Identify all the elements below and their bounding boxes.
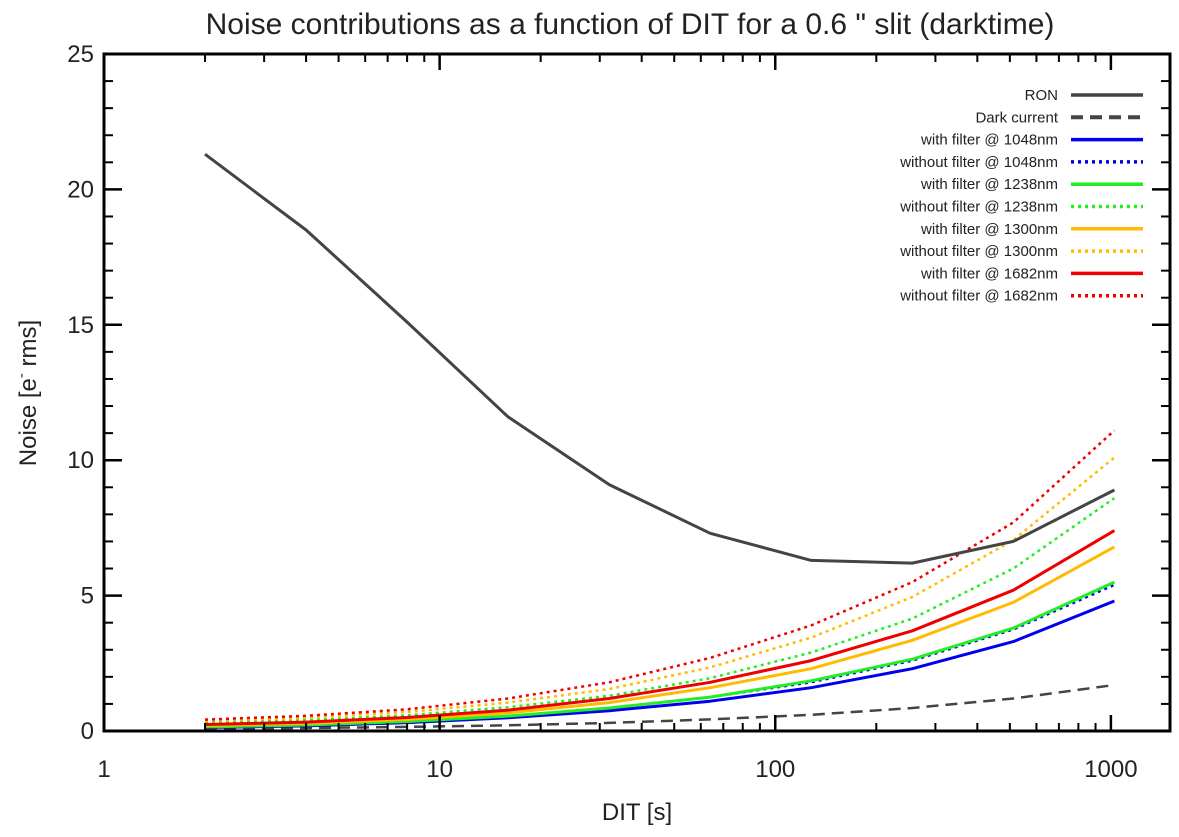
legend-label: Dark current [975, 109, 1058, 126]
legend-label: without filter @ 1238nm [899, 199, 1058, 216]
series-line [204, 429, 1116, 721]
legend-label: with filter @ 1238nm [920, 176, 1058, 193]
x-tick-label: 1 [97, 756, 110, 783]
y-tick-label: 20 [67, 176, 94, 203]
series-line [204, 497, 1116, 725]
y-tick-label: 10 [67, 447, 94, 474]
series-line [204, 545, 1116, 728]
series-layer [204, 152, 1116, 731]
x-tick-label: 1000 [1084, 756, 1137, 783]
y-axis-label-sup: - [13, 373, 30, 378]
y-tick-label: 15 [67, 312, 94, 339]
x-tick-label: 10 [426, 756, 453, 783]
y-tick-label: 0 [81, 718, 94, 745]
series-line [204, 456, 1116, 722]
legend-label: without filter @ 1048nm [899, 154, 1058, 171]
plot-frame [102, 52, 1172, 733]
series-line [204, 599, 1115, 729]
legend-label: with filter @ 1300nm [920, 221, 1058, 238]
series-line [204, 529, 1116, 726]
legend-label: with filter @ 1682nm [920, 265, 1058, 282]
x-axis-label: DIT [s] [602, 799, 672, 826]
legend-label: without filter @ 1300nm [899, 243, 1058, 260]
legend: RON Dark current with filter @ 1048nm witho… [899, 87, 1143, 305]
axis-ticks: 1 10 100 1000 0 5 10 15 20 25 [67, 41, 1170, 783]
y-axis-label-main: Noise [e [15, 378, 42, 466]
legend-label: RON [1025, 87, 1058, 104]
chart-title: Noise contributions as a function of DIT… [206, 8, 1055, 41]
y-axis-label-tail: rms] [15, 320, 42, 373]
y-tick-label: 25 [67, 41, 94, 68]
legend-label: without filter @ 1682nm [899, 288, 1058, 305]
x-tick-label: 100 [755, 756, 795, 783]
legend-label: with filter @ 1048nm [920, 132, 1058, 149]
y-tick-label: 5 [81, 583, 94, 610]
y-axis-label: Noise [e- rms] [13, 320, 42, 466]
series-line [204, 580, 1116, 729]
series-line [204, 152, 1116, 565]
